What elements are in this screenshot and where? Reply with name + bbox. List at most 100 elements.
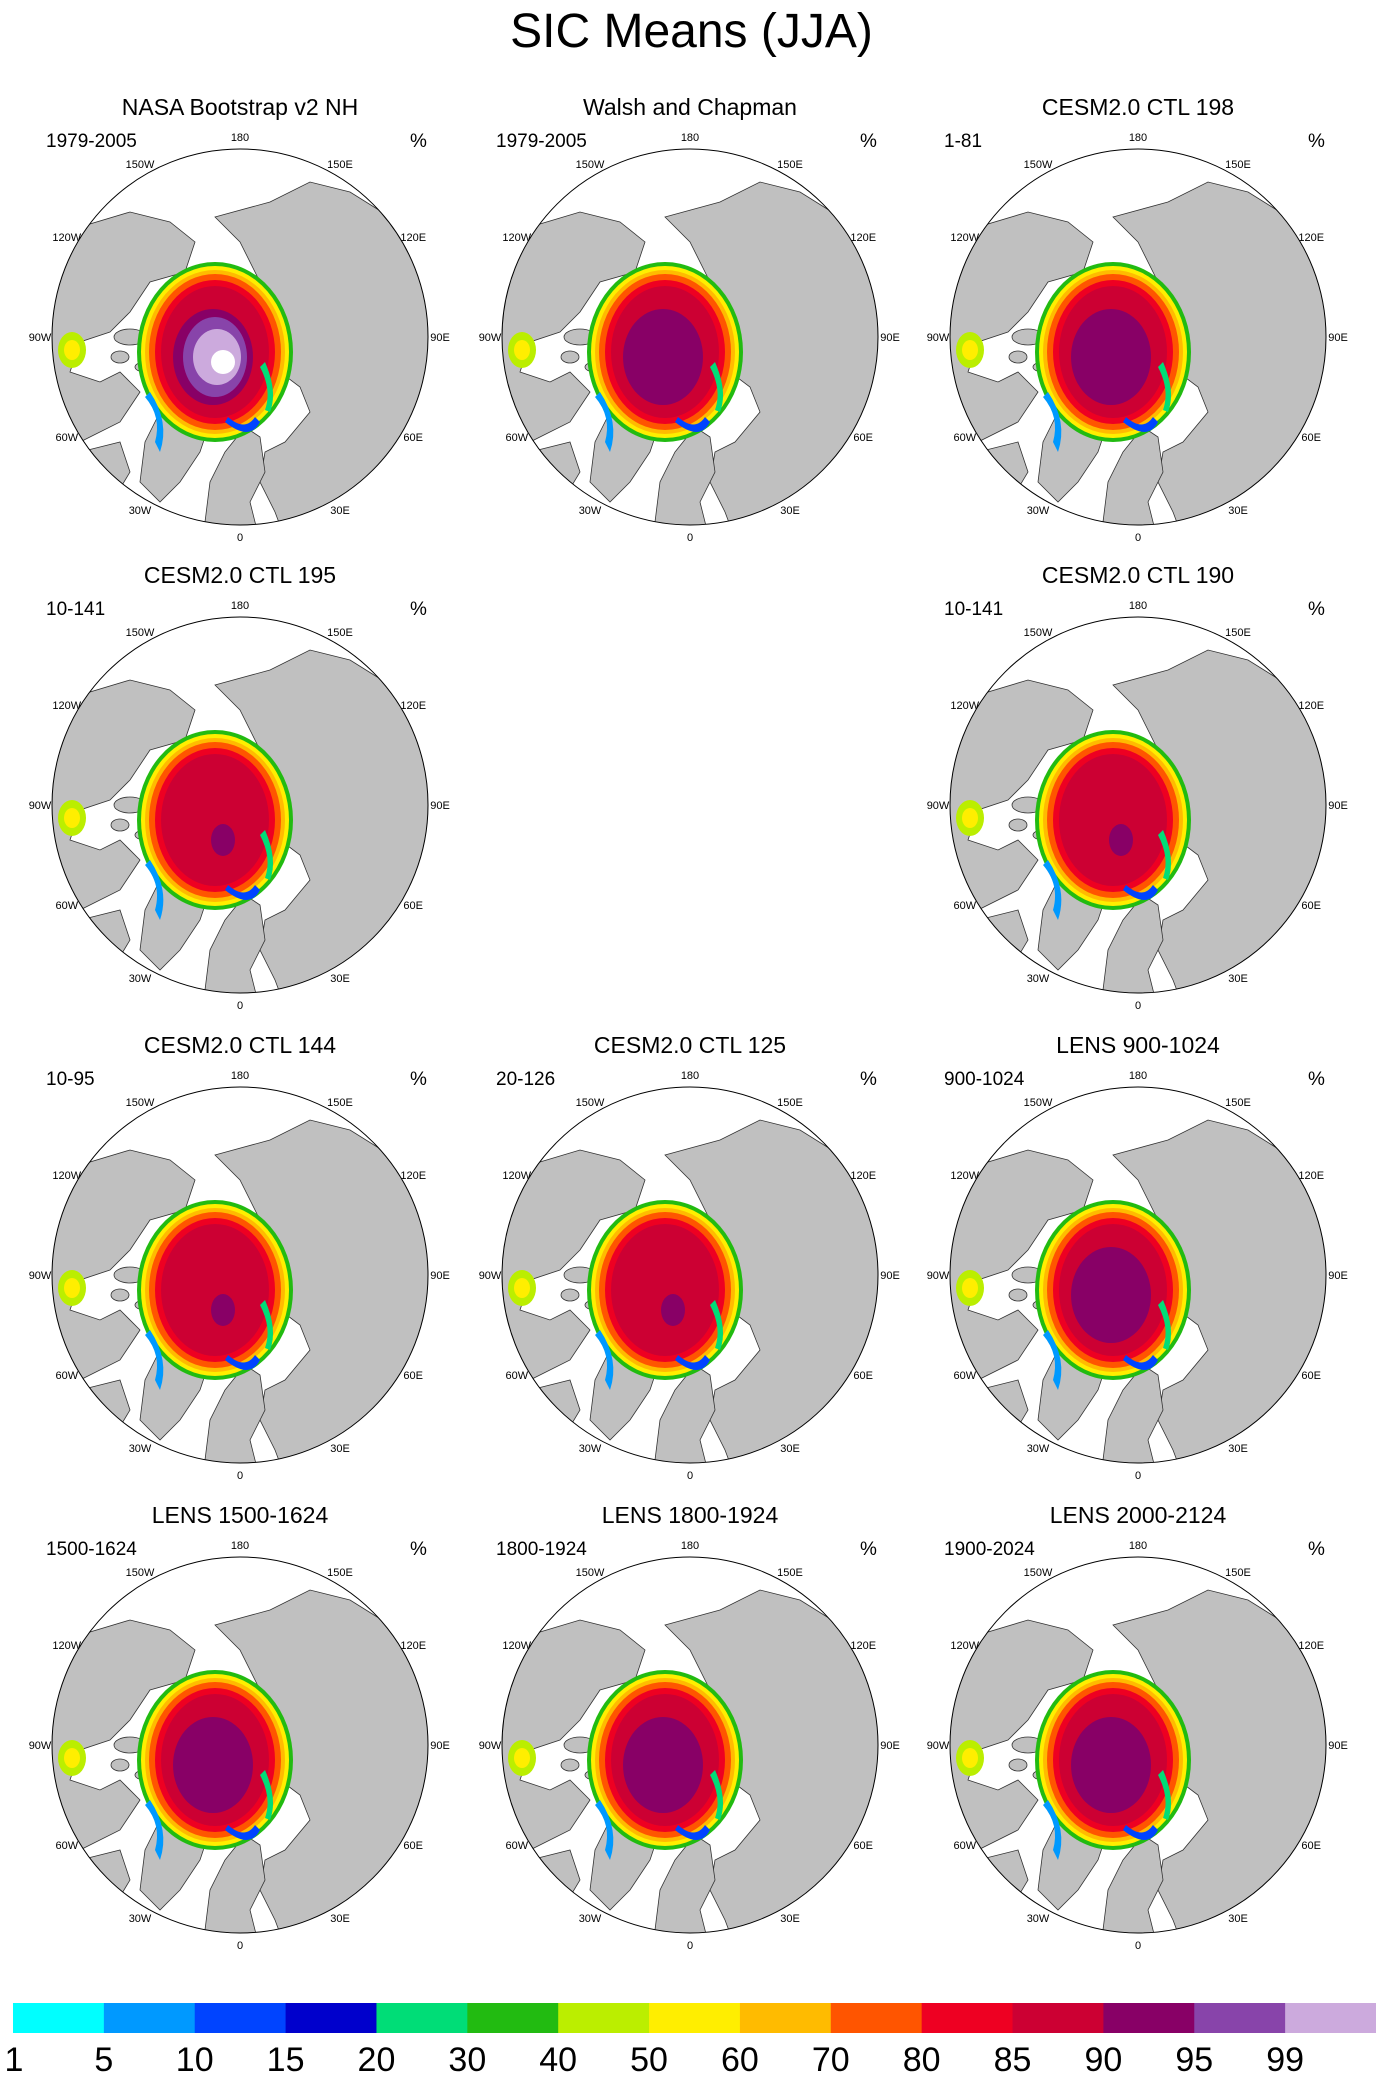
sea-ice-layer xyxy=(161,1224,269,1356)
longitude-label: 120W xyxy=(950,700,979,712)
colorbar-tick-label: 40 xyxy=(539,2040,577,2080)
colorbar-segment xyxy=(649,2003,740,2033)
land xyxy=(928,442,1028,552)
longitude-label: 60W xyxy=(55,432,78,444)
longitude-label: 150E xyxy=(1225,159,1251,171)
longitude-label: 90W xyxy=(29,1740,52,1752)
land xyxy=(480,1380,580,1490)
polar-map: 180 150E 120E 90E 60E 30E 0 30W 60W 90W 120W 150W xyxy=(460,1530,920,1970)
longitude-label: 30W xyxy=(1027,973,1050,985)
map-panel: CESM2.0 CTL 195 10-141% 180 150E 120E 90E 60E 3… xyxy=(10,560,470,1030)
longitude-label: 0 xyxy=(237,1000,243,1012)
colorbar-segment xyxy=(831,2003,922,2033)
land xyxy=(1009,819,1027,831)
land xyxy=(928,910,1028,1020)
longitude-label: 90W xyxy=(927,332,950,344)
longitude-label: 180 xyxy=(681,1070,699,1082)
longitude-label: 60W xyxy=(953,1840,976,1852)
land xyxy=(561,1289,579,1301)
longitude-label: 60E xyxy=(403,1370,423,1382)
colorbar-tick-label: 20 xyxy=(358,2040,396,2080)
sea-ice-core xyxy=(1071,309,1151,405)
map-panel: LENS 900-1024 900-1024% 180 150E 120E 90E 60E 3… xyxy=(908,1030,1368,1500)
longitude-label: 30E xyxy=(780,505,800,517)
colorbar-segment xyxy=(13,2003,104,2033)
longitude-label: 30E xyxy=(1228,1443,1248,1455)
longitude-label: 180 xyxy=(681,1540,699,1552)
land xyxy=(30,1850,130,1960)
longitude-label: 150E xyxy=(1225,1097,1251,1109)
longitude-label: 120W xyxy=(950,1170,979,1182)
longitude-label: 120E xyxy=(850,1170,876,1182)
colorbar-labels: 1 5 10 15 20 30 40 50 60 70 80 85 90 95 99 xyxy=(0,2040,1383,2082)
map-panel: Walsh and Chapman 1979-2005% 180 150E 120E 90… xyxy=(460,92,920,562)
longitude-label: 120W xyxy=(950,1640,979,1652)
land xyxy=(30,910,130,1020)
longitude-label: 30E xyxy=(1228,505,1248,517)
panel-title: LENS 1500-1624 xyxy=(10,1500,470,1530)
longitude-label: 60W xyxy=(953,432,976,444)
polar-map: 180 150E 120E 90E 60E 30E 0 30W 60W 90W 120W 150W xyxy=(10,1530,470,1970)
longitude-label: 150W xyxy=(126,1097,155,1109)
hudson-bay-ice-inner xyxy=(962,1748,978,1768)
longitude-label: 90E xyxy=(880,1270,900,1282)
longitude-label: 120E xyxy=(1298,1170,1324,1182)
panel-title: CESM2.0 CTL 125 xyxy=(460,1030,920,1060)
longitude-label: 90W xyxy=(29,1270,52,1282)
longitude-label: 150W xyxy=(126,1567,155,1579)
longitude-label: 30E xyxy=(330,973,350,985)
longitude-label: 0 xyxy=(687,532,693,544)
longitude-label: 90E xyxy=(430,800,450,812)
longitude-label: 150E xyxy=(777,1097,803,1109)
map-panel: CESM2.0 CTL 198 1-81% 180 150E 120E 90E 60E 30E… xyxy=(908,92,1368,562)
longitude-label: 60E xyxy=(403,432,423,444)
longitude-label: 120W xyxy=(52,1170,81,1182)
longitude-label: 0 xyxy=(1135,1470,1141,1482)
longitude-label: 0 xyxy=(1135,1000,1141,1012)
colorbar-segment xyxy=(1194,2003,1285,2033)
longitude-label: 30E xyxy=(780,1443,800,1455)
longitude-label: 150E xyxy=(1225,1567,1251,1579)
pole-hole xyxy=(211,350,235,374)
longitude-label: 90E xyxy=(1328,1740,1348,1752)
colorbar-tick-label: 70 xyxy=(812,2040,850,2080)
polar-map: 180 150E 120E 90E 60E 30E 0 30W 60W 90W 120W 150W xyxy=(10,590,470,1030)
map-panel: CESM2.0 CTL 144 10-95% 180 150E 120E 90E 60E 30… xyxy=(10,1030,470,1500)
land xyxy=(928,1380,1028,1490)
panel-title: CESM2.0 CTL 144 xyxy=(10,1030,470,1060)
longitude-label: 180 xyxy=(681,132,699,144)
longitude-label: 30E xyxy=(330,505,350,517)
colorbar-segment xyxy=(922,2003,1013,2033)
longitude-label: 60W xyxy=(55,1370,78,1382)
longitude-label: 180 xyxy=(231,600,249,612)
colorbar-segment xyxy=(467,2003,558,2033)
longitude-label: 0 xyxy=(1135,532,1141,544)
longitude-label: 30E xyxy=(1228,973,1248,985)
longitude-label: 0 xyxy=(687,1470,693,1482)
sea-ice-core xyxy=(1071,1247,1151,1343)
map-panel: LENS 2000-2124 1900-2024% 180 150E 120E 90E 60… xyxy=(908,1500,1368,1970)
panel-title: NASA Bootstrap v2 NH xyxy=(10,92,470,122)
hudson-bay-ice-inner xyxy=(64,1278,80,1298)
longitude-label: 90E xyxy=(1328,332,1348,344)
longitude-label: 120W xyxy=(52,1640,81,1652)
longitude-label: 90W xyxy=(479,332,502,344)
longitude-label: 150W xyxy=(1024,1097,1053,1109)
longitude-label: 30W xyxy=(579,1443,602,1455)
colorbar-segment xyxy=(376,2003,467,2033)
longitude-label: 90E xyxy=(880,332,900,344)
polar-map: 180 150E 120E 90E 60E 30E 0 30W 60W 90W 120W 150W xyxy=(908,590,1368,1030)
figure-title: SIC Means (JJA) xyxy=(0,0,1383,64)
longitude-label: 60W xyxy=(953,900,976,912)
panel-title: CESM2.0 CTL 198 xyxy=(908,92,1368,122)
map-panel: LENS 1500-1624 1500-1624% 180 150E 120E 90E 60… xyxy=(10,1500,470,1970)
land xyxy=(111,1289,129,1301)
colorbar-segment xyxy=(1013,2003,1104,2033)
colorbar-tick-label: 50 xyxy=(630,2040,668,2080)
longitude-label: 90W xyxy=(29,332,52,344)
longitude-label: 150W xyxy=(576,1097,605,1109)
longitude-label: 120E xyxy=(850,1640,876,1652)
longitude-label: 180 xyxy=(1129,132,1147,144)
sea-ice-layer xyxy=(161,754,269,886)
land xyxy=(111,1759,129,1771)
